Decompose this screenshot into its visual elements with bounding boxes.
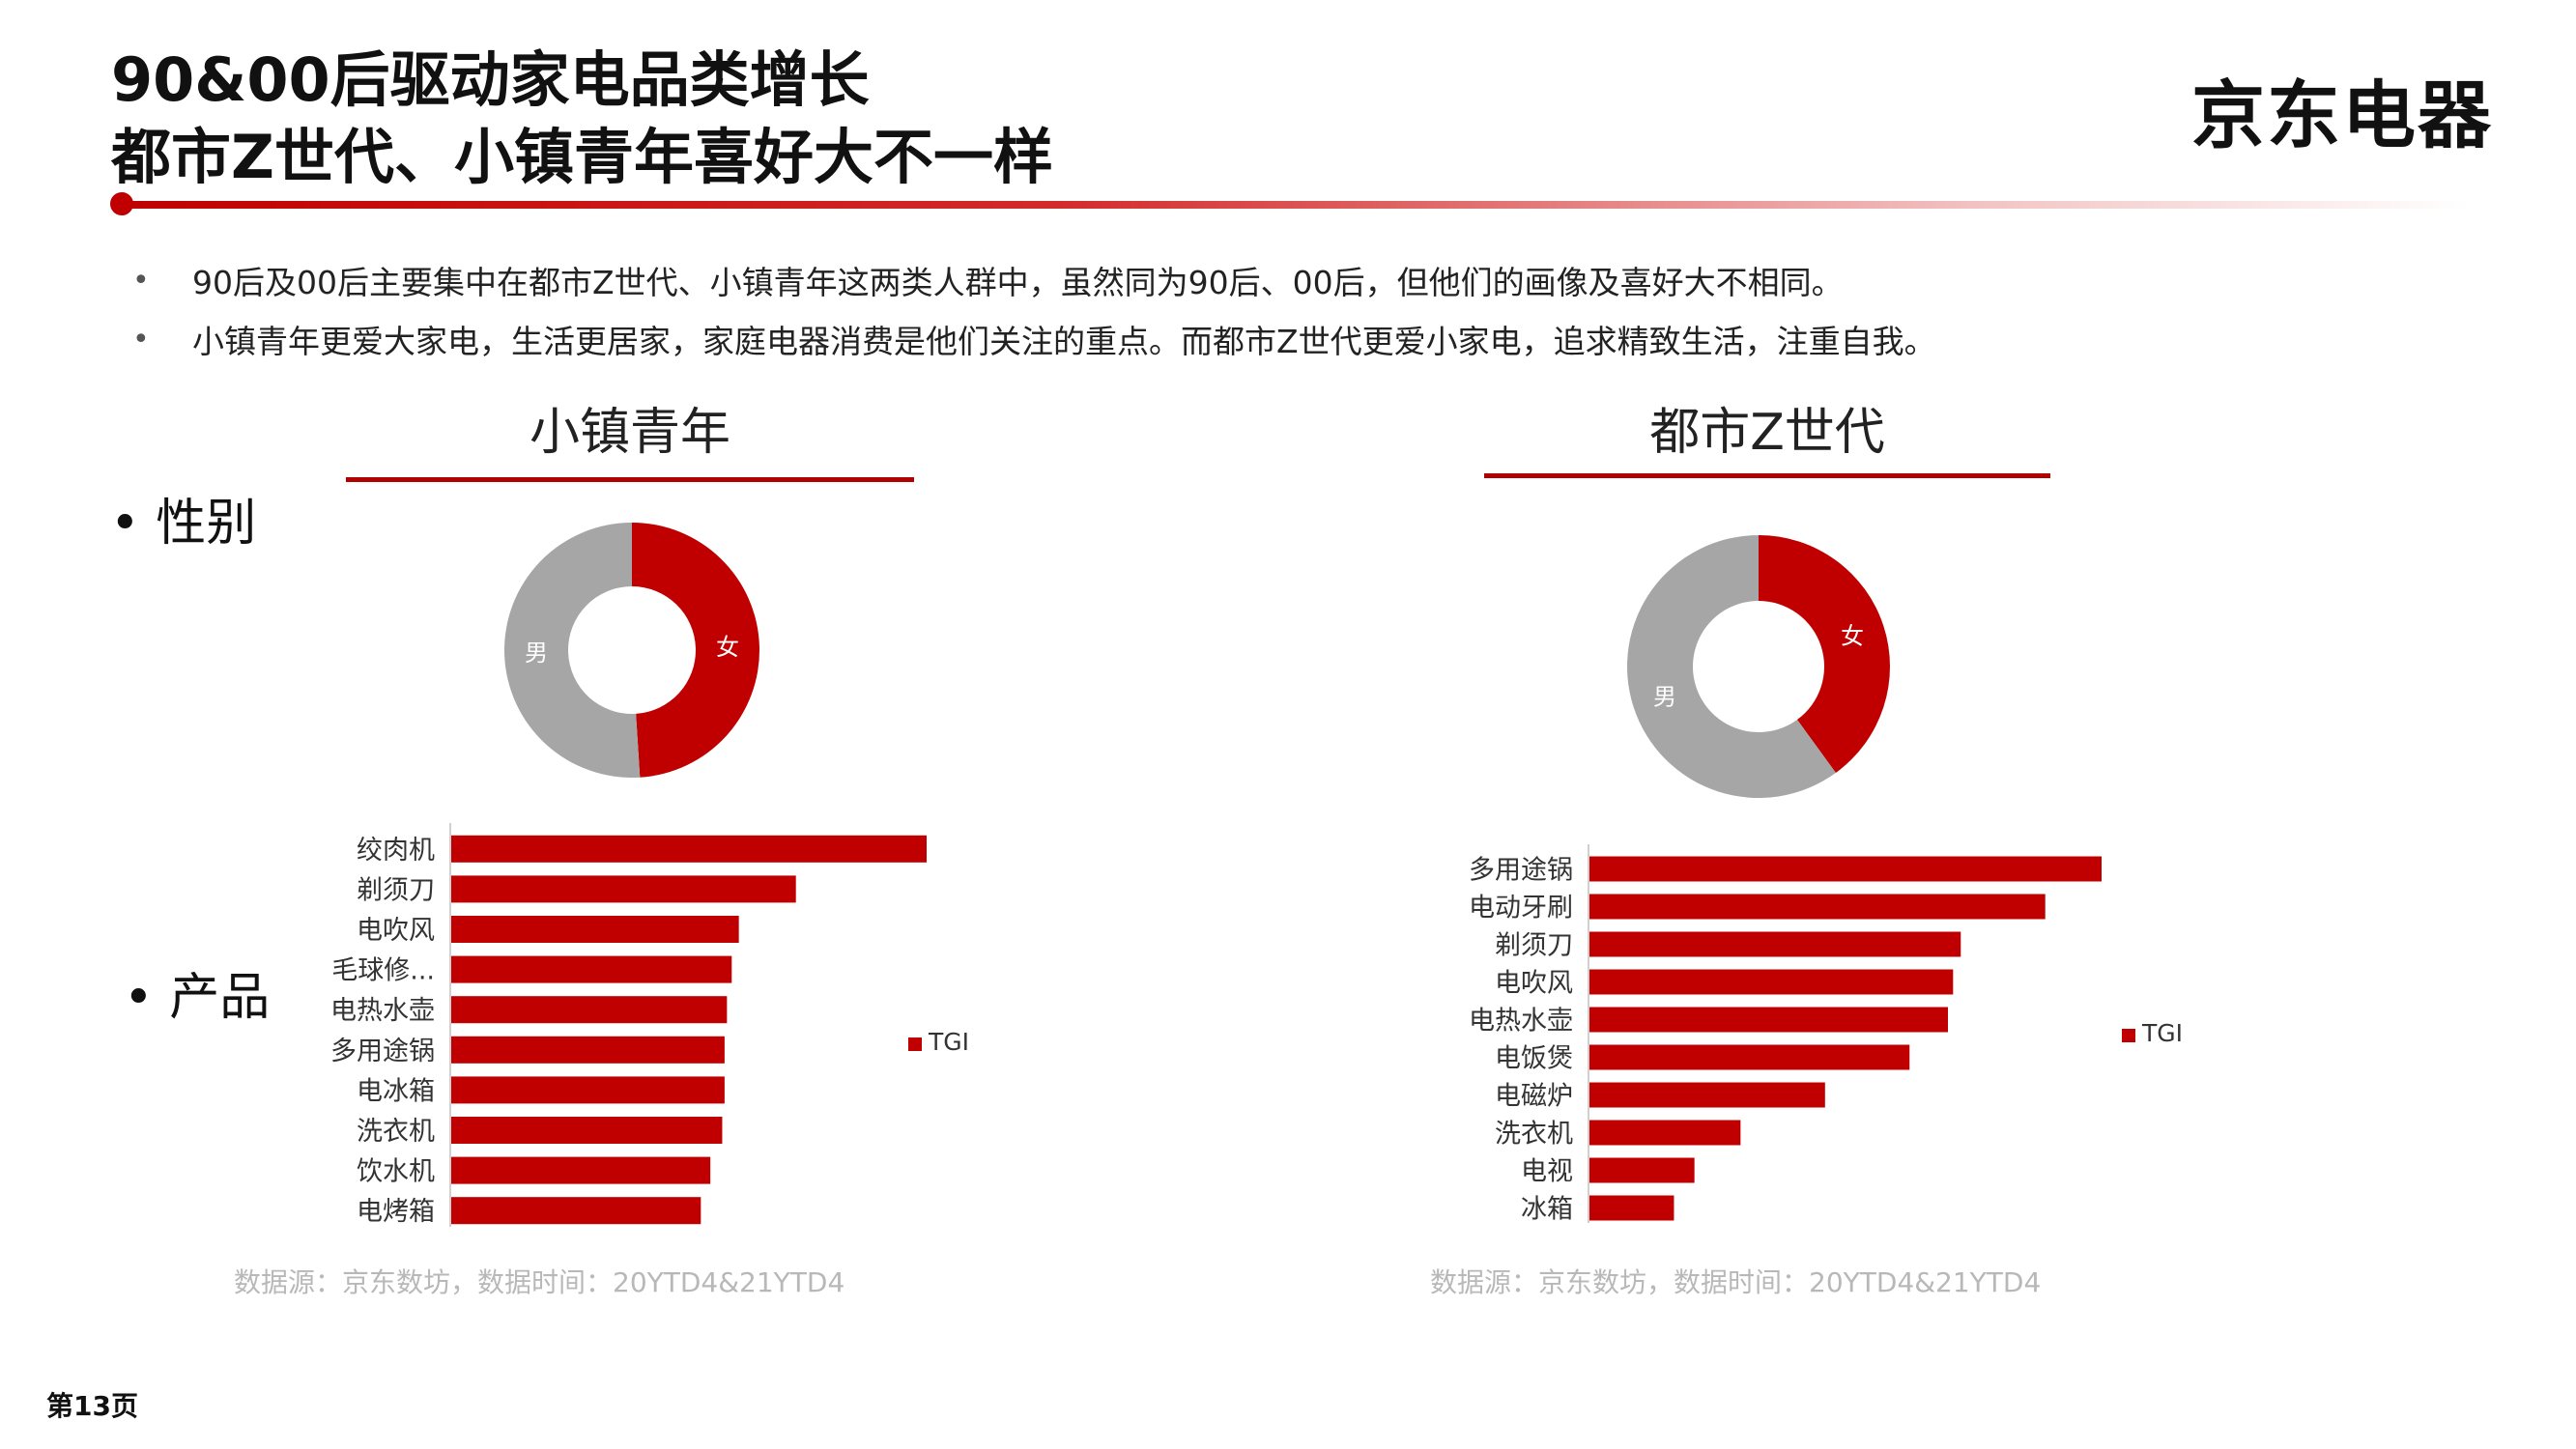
bar-tgi <box>1589 1044 1910 1070</box>
data-source-note: 数据源：京东数坊，数据时间：20YTD4&21YTD4 <box>234 1266 845 1298</box>
bar-category-label: 绞肉机 <box>357 836 435 866</box>
bar-category-label: 剃须刀 <box>357 875 435 905</box>
bullet-text: 90后及00后主要集中在都市Z世代、小镇青年这两类人群中，虽然同为90后、00后… <box>192 264 1844 301</box>
bar-category-label: 电烤箱 <box>357 1197 435 1227</box>
donut-slice-male <box>503 523 641 778</box>
brand-logo: 京东电器 <box>2191 72 2493 158</box>
bar-tgi <box>451 955 732 983</box>
bar-tgi <box>451 835 927 863</box>
bar-category-label: 洗衣机 <box>357 1117 435 1147</box>
bar-tgi <box>1589 1120 1741 1146</box>
bar-category-label: 洗衣机 <box>1495 1120 1573 1150</box>
bar-category-label: 饮水机 <box>357 1157 435 1187</box>
bar-category-label: 电磁炉 <box>1495 1082 1573 1112</box>
bar-tgi <box>451 996 728 1024</box>
donut-slice-label: 男 <box>1653 684 1676 711</box>
section-label-gender: • 性别 <box>110 495 257 553</box>
donut-slice-label: 女 <box>1841 622 1864 649</box>
bar-tgi <box>1589 894 2046 920</box>
bar-category-label: 电热水壶 <box>330 996 435 1026</box>
bar-tgi <box>451 916 739 943</box>
bar-tgi <box>1589 1195 1674 1221</box>
bar-tgi <box>1589 969 1954 995</box>
panel-title-rule <box>346 477 914 482</box>
donut-slice-female <box>632 523 759 778</box>
bar-tgi <box>451 875 796 903</box>
legend-label: TGI <box>2141 1019 2183 1047</box>
bar-tgi <box>1589 1007 1948 1033</box>
bar-category-label: 电冰箱 <box>357 1076 435 1106</box>
page-number: 第13页 <box>46 1390 138 1422</box>
bullet-dot: • <box>132 323 150 356</box>
data-source-note: 数据源：京东数坊，数据时间：20YTD4&21YTD4 <box>1430 1266 2042 1298</box>
bar-category-label: 电动牙刷 <box>1469 894 1573 923</box>
bar-tgi <box>451 1197 701 1225</box>
legend-swatch <box>908 1037 922 1051</box>
donut-slice-label: 女 <box>716 634 739 661</box>
page-title-line-2: 都市Z世代、小镇青年喜好大不一样 <box>111 122 1053 192</box>
bar-category-label: 电饭煲 <box>1495 1044 1573 1074</box>
legend-label: TGI <box>928 1028 969 1056</box>
bar-category-label: 电热水壶 <box>1469 1007 1573 1037</box>
bar-tgi <box>451 1156 711 1184</box>
bar-category-label: 剃须刀 <box>1495 931 1573 961</box>
bar-tgi <box>1589 856 2102 882</box>
title-divider-dot <box>110 192 133 215</box>
panel-title-small-town: 小镇青年 <box>529 404 730 462</box>
bar-category-label: 电吹风 <box>357 916 435 946</box>
bar-tgi <box>451 1036 725 1064</box>
bar-tgi <box>451 1076 725 1104</box>
bar-category-label: 多用途锅 <box>1469 856 1573 886</box>
donut-slice-female <box>1759 535 1891 774</box>
title-divider <box>111 201 2469 209</box>
bar-category-label: 冰箱 <box>1521 1195 1573 1225</box>
page-title-line-1: 90&00后驱动家电品类增长 <box>111 44 870 115</box>
donut-slice-male <box>1627 535 1836 798</box>
bar-tgi <box>451 1117 723 1144</box>
bar-category-label: 电视 <box>1521 1157 1573 1187</box>
bullet-text: 小镇青年更爱大家电，生活更居家，家庭电器消费是他们关注的重点。而都市Z世代更爱小… <box>192 323 1936 360</box>
section-label-product: • 产品 <box>124 969 271 1027</box>
bar-tgi <box>1589 931 1961 957</box>
bar-tgi <box>1589 1157 1695 1183</box>
panel-title-rule <box>1484 473 2050 478</box>
bullet-dot: • <box>132 264 150 298</box>
bar-category-label: 电吹风 <box>1495 969 1573 999</box>
donut-slice-label: 男 <box>525 639 548 667</box>
panel-title-urban-genz: 都市Z世代 <box>1649 404 1885 462</box>
legend-swatch <box>2122 1029 2135 1042</box>
bar-category-label: 多用途锅 <box>330 1037 435 1066</box>
bar-category-label: 毛球修... <box>331 956 435 986</box>
bar-tgi <box>1589 1082 1825 1108</box>
